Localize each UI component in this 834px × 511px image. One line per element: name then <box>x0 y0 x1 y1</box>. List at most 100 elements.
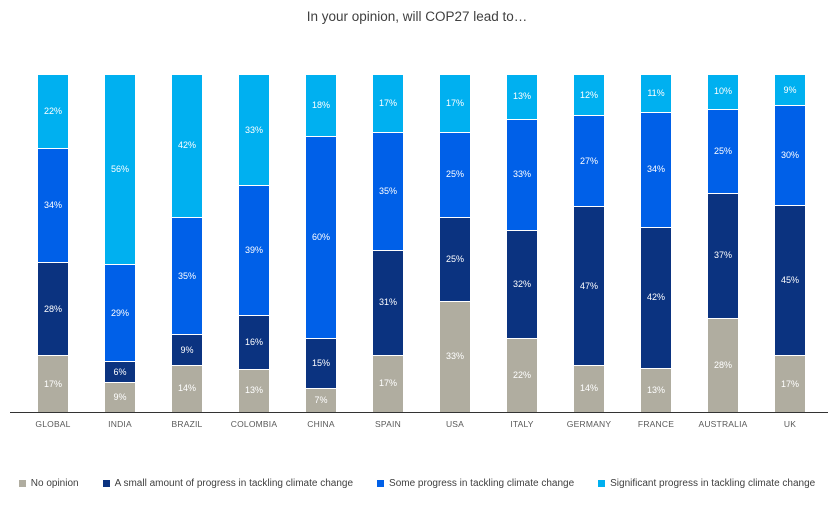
bar-column: 18% 60% 15% 7% CHINA <box>306 75 336 429</box>
segment-value-label: 17% <box>445 98 464 109</box>
bar-segment: 33% <box>507 118 537 230</box>
bar-segment: 28% <box>38 261 68 356</box>
bar-segment: 35% <box>172 216 202 335</box>
category-label: SPAIN <box>375 419 401 429</box>
bar-segment: 25% <box>708 108 738 193</box>
segment-value-label: 10% <box>713 86 732 97</box>
bar-segment: 29% <box>105 263 135 362</box>
bar-segment: 56% <box>105 75 135 264</box>
bar-segment: 34% <box>38 148 68 262</box>
segment-value-label: 25% <box>713 145 732 156</box>
segment-value-label: 14% <box>177 383 196 394</box>
bar-column: 17% 35% 31% 17% SPAIN <box>373 75 403 429</box>
bar-segment: 13% <box>641 368 671 412</box>
bar-segment: 25% <box>440 132 470 217</box>
chart-title: In your opinion, will COP27 lead to… <box>306 9 528 24</box>
bar-column: 17% 25% 25% 33% USA <box>440 75 470 429</box>
bar-segment: 28% <box>708 317 738 412</box>
segment-value-label: 13% <box>512 91 531 102</box>
bar-segment: 42% <box>641 226 671 369</box>
segment-value-label: 47% <box>579 280 598 291</box>
segment-value-label: 13% <box>646 385 665 396</box>
segment-value-label: 33% <box>512 169 531 180</box>
bar-segment: 27% <box>574 115 604 207</box>
legend-item: Significant progress in tackling climate… <box>598 478 815 489</box>
legend: No opinion A small amount of progress in … <box>0 478 834 489</box>
segment-value-label: 28% <box>713 359 732 370</box>
bar-segment: 47% <box>574 206 604 365</box>
bar-segment: 17% <box>775 355 805 412</box>
segment-value-label: 13% <box>244 385 263 396</box>
legend-swatch-icon <box>377 480 385 487</box>
bar-segment: 12% <box>574 75 604 116</box>
category-label: CHINA <box>307 419 335 429</box>
segment-value-label: 16% <box>244 336 263 347</box>
category-label: USA <box>445 419 465 429</box>
legend-label: Significant progress in tackling climate… <box>610 478 816 489</box>
category-label: BRAZIL <box>171 419 203 429</box>
legend-label: No opinion <box>30 478 79 489</box>
bar-column: 13% 33% 32% 22% ITALY <box>507 75 537 429</box>
category-label: COLOMBIA <box>230 419 278 429</box>
x-axis-line <box>10 412 828 413</box>
bar-column: 33% 39% 16% 13% COLOMBIA <box>231 75 277 429</box>
segment-value-label: 22% <box>43 106 62 117</box>
bar-segment: 17% <box>38 355 68 412</box>
bar-segment: 34% <box>641 112 671 227</box>
bar-column: 9% 30% 45% 17% UK <box>775 75 805 429</box>
segment-value-label: 17% <box>378 98 397 109</box>
bar-column: 12% 27% 47% 14% GERMANY <box>567 75 611 429</box>
segment-value-label: 35% <box>177 270 196 281</box>
segment-value-label: 42% <box>646 292 665 303</box>
segment-value-label: 11% <box>647 88 665 99</box>
bar-segment: 33% <box>239 75 269 186</box>
bar-segment: 22% <box>38 75 68 149</box>
bar-column: 42% 35% 9% 14% BRAZIL <box>172 75 202 429</box>
bar-segment: 31% <box>373 250 403 355</box>
bar-segment: 13% <box>239 368 269 412</box>
category-label: GERMANY <box>566 419 612 429</box>
bar-segment: 17% <box>373 75 403 133</box>
segment-value-label: 33% <box>244 124 263 135</box>
segment-value-label: 37% <box>713 250 732 261</box>
bar-segment: 32% <box>507 230 537 338</box>
bar-segment: 17% <box>440 75 470 133</box>
segment-value-label: 9% <box>113 391 127 402</box>
bar-segment: 13% <box>507 75 537 119</box>
segment-value-label: 29% <box>110 307 129 318</box>
bar-segment: 6% <box>105 361 135 382</box>
legend-swatch-icon <box>598 480 606 487</box>
segment-value-label: 25% <box>445 253 464 264</box>
bar-segment: 9% <box>105 381 135 412</box>
segment-value-label: 39% <box>244 245 263 256</box>
bar-segment: 18% <box>306 75 336 136</box>
bar-segment: 22% <box>507 337 537 412</box>
segment-value-label: 45% <box>780 275 799 286</box>
bar-segment: 10% <box>708 75 738 109</box>
segment-value-label: 17% <box>780 378 799 389</box>
bar-segment: 45% <box>775 205 805 356</box>
segment-value-label: 30% <box>780 150 799 161</box>
segment-value-label: 17% <box>43 378 62 389</box>
bar-segment: 33% <box>440 300 470 412</box>
category-label: FRANCE <box>637 419 675 429</box>
legend-item: Some progress in tackling climate change <box>377 478 574 489</box>
plot-area: 22% 34% 28% 17% GLOBAL 56% 29% 6% 9% INDIA 42% 35% 9… <box>35 75 805 429</box>
segment-value-label: 18% <box>311 99 330 110</box>
bar-column: 11% 34% 42% 13% FRANCE <box>638 75 674 429</box>
category-label: INDIA <box>108 419 132 429</box>
segment-value-label: 35% <box>378 186 397 197</box>
bar-column: 56% 29% 6% 9% INDIA <box>105 75 135 429</box>
bar-segment: 35% <box>373 132 403 251</box>
legend-item: A small amount of progress in tackling c… <box>102 478 353 489</box>
segment-value-label: 32% <box>512 278 531 289</box>
category-label: GLOBAL <box>35 419 71 429</box>
segment-value-label: 60% <box>311 231 330 242</box>
legend-item: No opinion <box>18 478 79 489</box>
legend-swatch-icon <box>102 480 110 487</box>
bar-segment: 7% <box>306 388 336 412</box>
segment-value-label: 14% <box>579 383 598 394</box>
segment-value-label: 42% <box>177 140 196 151</box>
legend-label: Some progress in tackling climate change <box>389 478 575 489</box>
